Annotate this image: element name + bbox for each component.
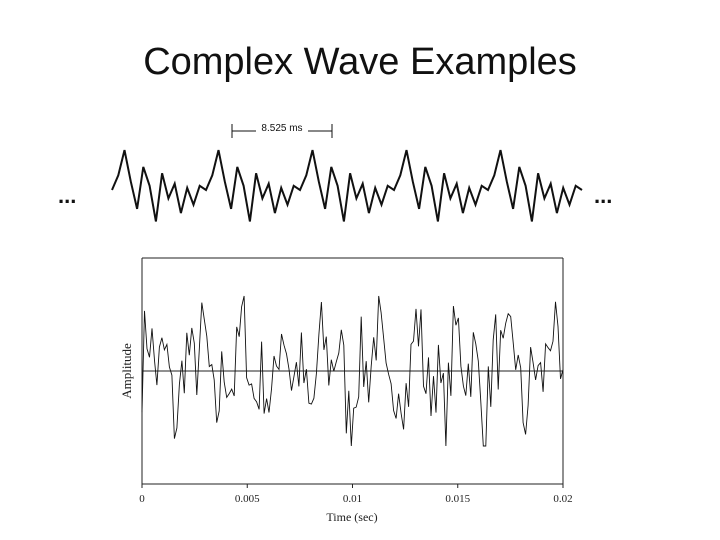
period-label: 8.525 ms — [261, 123, 302, 134]
x-tick-label: 0.02 — [553, 493, 572, 505]
x-tick-label: 0.01 — [343, 493, 362, 505]
x-axis-label: Time (sec) — [326, 510, 377, 524]
complex-noise-series — [141, 295, 564, 447]
slide-title: Complex Wave Examples — [143, 41, 577, 83]
ellipsis-right: ... — [594, 183, 612, 208]
x-tick-label: 0 — [139, 493, 145, 505]
x-tick-label: 0.005 — [235, 493, 260, 505]
x-tick-label: 0.015 — [445, 493, 470, 505]
periodic-waveform-series — [111, 149, 583, 222]
ellipsis-left: ... — [58, 183, 76, 208]
y-axis-label: Amplitude — [119, 343, 134, 399]
